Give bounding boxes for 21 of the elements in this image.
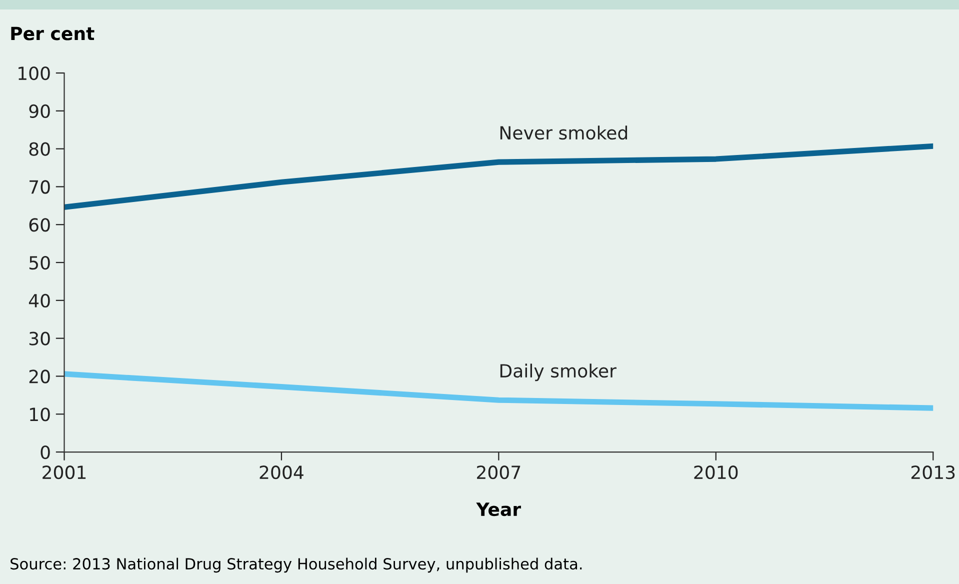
y-tick-label: 50 — [29, 256, 50, 270]
x-tick-label: 2013 — [911, 466, 955, 480]
y-axis-title: Per cent — [11, 26, 94, 40]
x-tick-label: 2004 — [260, 466, 304, 480]
x-tick-label: 2001 — [42, 466, 86, 480]
y-tick-label: 70 — [30, 180, 50, 194]
y-tick-label: 80 — [29, 142, 50, 156]
y-tick-label: 90 — [29, 104, 50, 118]
y-tick-label: 100 — [18, 66, 50, 80]
x-tick-label: 2010 — [694, 466, 738, 480]
y-tick-label: 40 — [28, 294, 50, 308]
y-tick-label: 60 — [29, 218, 50, 232]
y-tick-label: 0 — [40, 445, 50, 460]
x-tick-label: 2007 — [477, 466, 520, 480]
y-tick-label: 10 — [30, 408, 50, 422]
series-label: Never smoked — [500, 126, 628, 140]
y-tick-label: 30 — [29, 332, 50, 346]
x-axis-title: Year — [476, 502, 522, 516]
series-label: Daily smoker — [500, 364, 616, 382]
source-note: Source: 2013 National Drug Strategy Household Survey, unpublished data. — [10, 558, 582, 573]
y-tick-label: 20 — [29, 370, 50, 384]
